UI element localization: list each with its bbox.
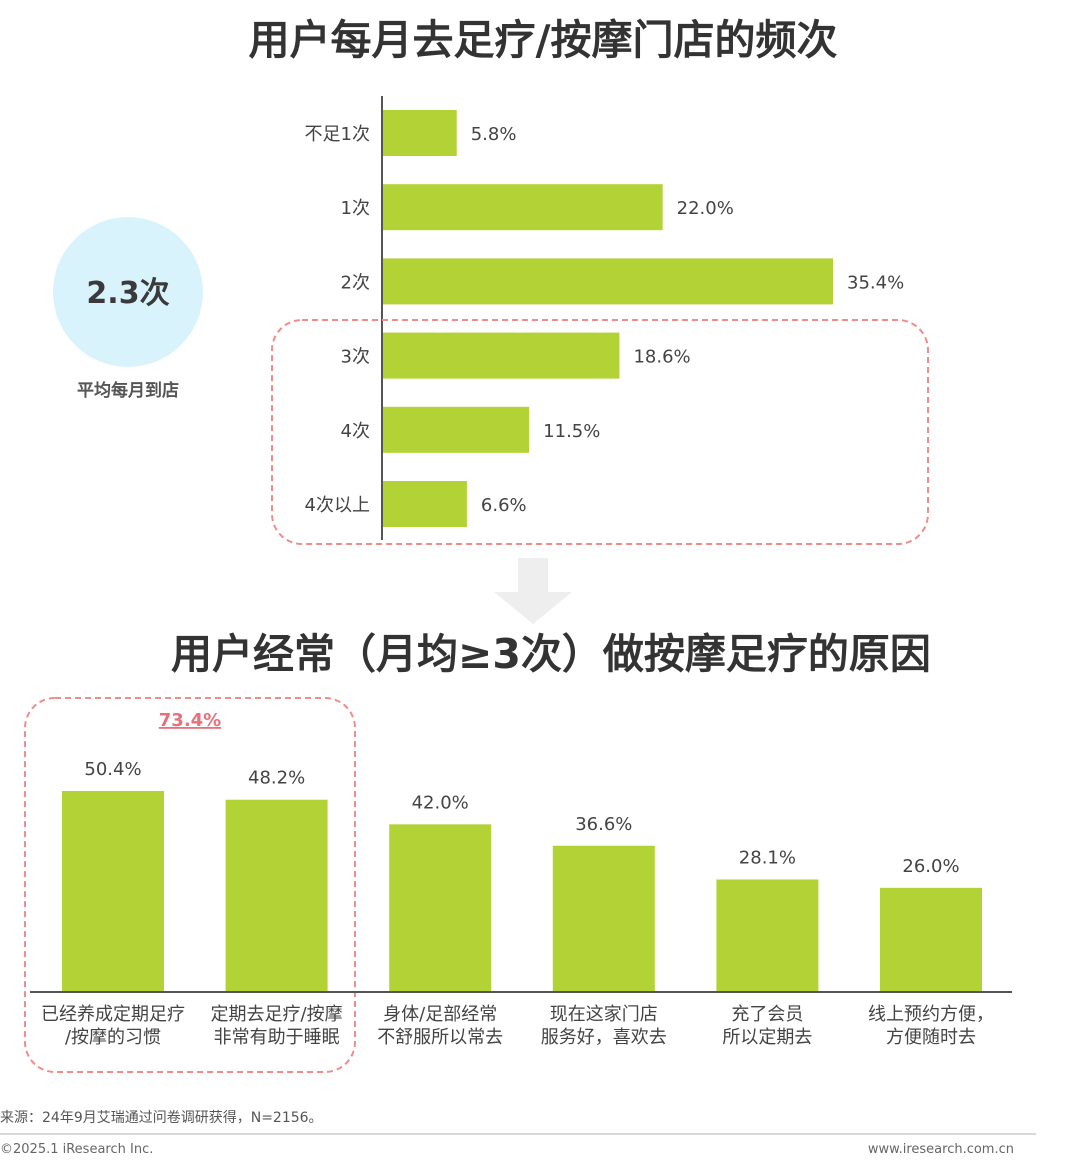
chart2-category-label: 不舒服所以常去 bbox=[377, 1027, 503, 1048]
chart1-value-label: 5.8% bbox=[471, 124, 517, 145]
chart1-bar bbox=[383, 332, 620, 379]
chart2-value-label: 48.2% bbox=[248, 768, 305, 789]
website: www.iresearch.com.cn bbox=[868, 1142, 1014, 1157]
chart2-group-label: 73.4% bbox=[159, 710, 221, 731]
chart1-bar bbox=[383, 481, 467, 527]
chart2-bar bbox=[880, 887, 982, 991]
chart2-category-label: 所以定期去 bbox=[722, 1027, 812, 1048]
chart2-category-label: 定期去足疗/按摩 bbox=[211, 1004, 343, 1025]
chart2-category-label: 服务好，喜欢去 bbox=[541, 1027, 667, 1048]
chart2-category-label: 身体/足部经常 bbox=[383, 1004, 497, 1025]
chart1-category-label: 2次 bbox=[341, 272, 370, 293]
chart1-title: 用户每月去足疗/按摩门店的频次 bbox=[249, 16, 838, 64]
chart2-bar bbox=[225, 799, 328, 991]
average-visits-circle bbox=[53, 217, 203, 367]
source-note: 来源：24年9月艾瑞通过问卷调研获得，N=2156。 bbox=[0, 1109, 323, 1126]
down-arrow-icon bbox=[494, 558, 572, 624]
average-visits-caption: 平均每月到店 bbox=[77, 380, 179, 401]
chart1-highlight-box bbox=[271, 319, 929, 545]
chart2-value-label: 26.0% bbox=[902, 856, 959, 877]
chart2-value-label: 28.1% bbox=[739, 847, 796, 868]
chart1-category-label: 3次 bbox=[341, 347, 370, 368]
chart1-value-label: 22.0% bbox=[677, 198, 734, 219]
chart1-bars: 不足1次 5.8% 1次 22.0% 2次 35.4% 3次 18.6% 4次 11.5% 4次以上… bbox=[305, 110, 904, 527]
average-visits-value: 2.3次 bbox=[86, 276, 169, 311]
chart1-bar bbox=[383, 258, 833, 305]
chart2-value-label: 42.0% bbox=[412, 792, 469, 813]
chart2-value-label: 50.4% bbox=[84, 759, 141, 780]
chart1-value-label: 18.6% bbox=[633, 347, 690, 368]
chart1-bar bbox=[383, 110, 457, 156]
copyright: ©2025.1 iResearch Inc. bbox=[0, 1142, 153, 1157]
chart1-category-label: 1次 bbox=[341, 198, 370, 219]
chart2-highlight-box bbox=[24, 697, 356, 1073]
chart2-title: 用户经常（月均≥3次）做按摩足疗的原因 bbox=[171, 630, 931, 678]
chart2-value-label: 36.6% bbox=[575, 814, 632, 835]
chart2-bar bbox=[389, 824, 492, 991]
chart1-category-label: 4次 bbox=[341, 421, 370, 442]
chart1-value-label: 11.5% bbox=[543, 421, 600, 442]
chart2-bar bbox=[62, 791, 164, 991]
chart2-category-label: 现在这家门店 bbox=[550, 1004, 658, 1025]
chart2-category-label: 非常有助于睡眠 bbox=[214, 1027, 340, 1048]
chart2-category-label: 已经养成定期足疗 bbox=[41, 1004, 185, 1025]
chart1-value-label: 6.6% bbox=[481, 495, 527, 516]
chart2-category-label: 充了会员 bbox=[731, 1004, 803, 1025]
chart1-category-label: 不足1次 bbox=[305, 124, 370, 145]
chart1-category-label: 4次以上 bbox=[305, 495, 370, 516]
chart2-category-label: /按摩的习惯 bbox=[65, 1027, 161, 1048]
chart2-category-label: 方便随时去 bbox=[886, 1027, 976, 1048]
chart2-bar bbox=[716, 879, 819, 991]
chart1-bar bbox=[383, 184, 663, 231]
chart1-value-label: 35.4% bbox=[847, 272, 904, 293]
chart1-bar bbox=[383, 406, 530, 453]
chart2-category-label: 线上预约方便， bbox=[868, 1004, 994, 1025]
chart2-bar bbox=[552, 845, 655, 991]
